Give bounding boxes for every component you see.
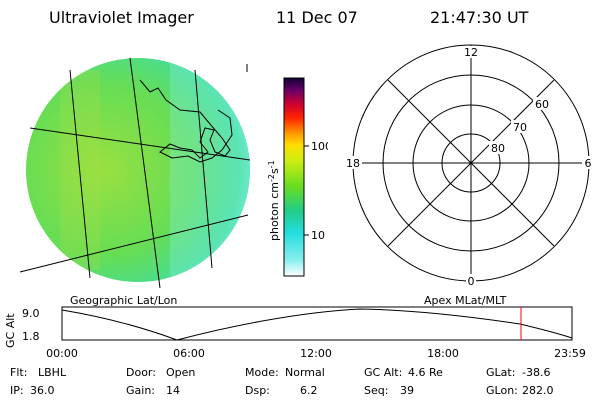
info-ip-label: IP:	[10, 384, 24, 397]
altitude-plot: 9.0 1.8 GC Alt 00:00 06:00 12:00 18:00 2…	[4, 306, 586, 360]
info-ip-value: 36.0	[30, 384, 55, 397]
mlt-label-0: 0	[468, 275, 475, 288]
info-gcalt-value: 4.6 Re	[408, 366, 443, 379]
info-gain-value: 14	[166, 384, 180, 397]
mlat-label-80: 80	[491, 142, 505, 155]
info-mode-value: Normal	[285, 366, 325, 379]
uv-image-disk	[26, 58, 250, 282]
x-tick-0000: 00:00	[46, 347, 78, 360]
mlt-label-18: 18	[346, 157, 360, 170]
altitude-curve	[61, 308, 573, 341]
mlt-label-6: 6	[585, 157, 592, 170]
info-door-label: Door:	[126, 366, 156, 379]
caption-apex: Apex MLat/MLT	[424, 294, 507, 307]
info-flt-label: Flt:	[10, 366, 28, 379]
info-seq-value: 39	[400, 384, 414, 397]
geo-grid	[19, 57, 251, 289]
info-gcalt-label: GC Alt:	[364, 366, 403, 379]
date-label: 11 Dec 07	[276, 8, 358, 27]
info-glon-value: 282.0	[522, 384, 554, 397]
x-tick-1200: 12:00	[300, 347, 332, 360]
info-glat-value: -38.6	[522, 366, 551, 379]
info-dsp-label: Dsp:	[245, 384, 270, 397]
time-label: 21:47:30 UT	[430, 8, 529, 27]
x-tick-0600: 06:00	[173, 347, 205, 360]
altitude-ylabel: GC Alt	[4, 313, 17, 348]
color-scale: 100 10 photon cm-2s-1	[267, 77, 328, 277]
mlt-label-12: 12	[464, 46, 478, 59]
info-dsp-value: 6.2	[300, 384, 318, 397]
colorbar-unit-label: photon cm-2s-1	[267, 160, 281, 241]
uv-image-panel	[19, 57, 251, 289]
y-tick-9: 9.0	[22, 307, 40, 320]
polar-grid: 12 0 18 6 60 70 80	[344, 44, 594, 288]
info-gain-label: Gain:	[126, 384, 155, 397]
imager-title: Ultraviolet Imager	[49, 8, 194, 27]
info-glon-label: GLon:	[486, 384, 518, 397]
mlat-label-70: 70	[513, 121, 527, 134]
colorbar-tick-10: 10	[311, 229, 325, 242]
colorbar-tick-100: 100	[311, 140, 328, 153]
x-tick-1800: 18:00	[427, 347, 459, 360]
info-mode-label: Mode:	[245, 366, 279, 379]
x-tick-2359: 23:59	[554, 347, 586, 360]
info-door-value: Open	[166, 366, 196, 379]
info-seq-label: Seq:	[364, 384, 389, 397]
info-flt-value: LBHL	[38, 366, 67, 379]
caption-geographic: Geographic Lat/Lon	[70, 294, 178, 307]
color-bar	[283, 77, 305, 277]
altitude-plot-frame	[61, 306, 573, 341]
coastline	[139, 79, 233, 163]
mlat-label-60: 60	[535, 98, 549, 111]
y-tick-1-8: 1.8	[22, 330, 40, 343]
info-glat-label: GLat:	[486, 366, 516, 379]
